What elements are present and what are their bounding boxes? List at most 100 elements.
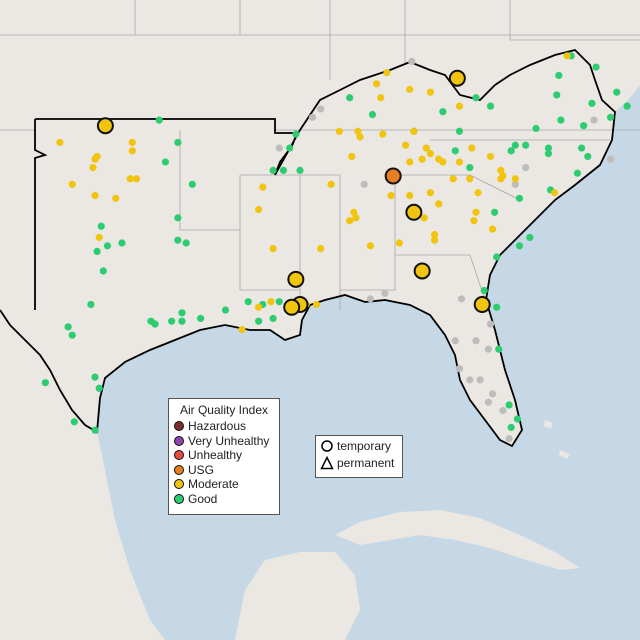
monitor-marker-good[interactable]	[244, 298, 252, 306]
temporary-monitor-moderate[interactable]	[473, 295, 491, 313]
temporary-monitor-moderate[interactable]	[448, 69, 466, 87]
monitor-marker-no-data[interactable]	[499, 407, 507, 415]
monitor-marker-moderate[interactable]	[486, 152, 495, 161]
monitor-marker-good[interactable]	[103, 242, 112, 250]
monitor-marker-good[interactable]	[197, 314, 205, 323]
monitor-marker-good[interactable]	[513, 415, 521, 423]
monitor-marker-moderate[interactable]	[354, 127, 362, 135]
monitor-marker-no-data[interactable]	[381, 289, 389, 297]
monitor-marker-good[interactable]	[606, 113, 615, 121]
monitor-marker-no-data[interactable]	[472, 337, 480, 345]
monitor-marker-good[interactable]	[296, 166, 304, 174]
monitor-marker-no-data[interactable]	[366, 295, 374, 303]
monitor-marker-moderate[interactable]	[430, 236, 439, 244]
monitor-marker-good[interactable]	[41, 379, 49, 387]
monitor-marker-moderate[interactable]	[511, 175, 519, 183]
monitor-marker-good[interactable]	[505, 401, 513, 409]
monitor-marker-no-data[interactable]	[476, 376, 484, 384]
monitor-marker-good[interactable]	[623, 102, 631, 110]
monitor-marker-moderate[interactable]	[472, 208, 480, 216]
monitor-marker-good[interactable]	[555, 71, 563, 80]
monitor-marker-no-data[interactable]	[484, 345, 493, 353]
temporary-monitor-moderate[interactable]	[413, 262, 431, 280]
monitor-marker-no-data[interactable]	[522, 163, 530, 172]
monitor-marker-moderate[interactable]	[312, 300, 321, 309]
monitor-marker-moderate[interactable]	[259, 183, 267, 191]
monitor-marker-moderate[interactable]	[488, 225, 497, 233]
monitor-marker-good[interactable]	[553, 91, 561, 99]
monitor-marker-moderate[interactable]	[132, 175, 141, 183]
monitor-marker-good[interactable]	[522, 141, 530, 149]
monitor-marker-moderate[interactable]	[352, 214, 360, 222]
monitor-marker-moderate[interactable]	[254, 205, 263, 214]
monitor-marker-good[interactable]	[70, 418, 78, 426]
monitor-marker-good[interactable]	[174, 236, 182, 244]
monitor-marker-moderate[interactable]	[56, 138, 64, 147]
monitor-marker-moderate[interactable]	[420, 214, 428, 222]
monitor-marker-good[interactable]	[269, 166, 277, 174]
temporary-monitor-moderate[interactable]	[287, 270, 305, 288]
monitor-marker-good[interactable]	[557, 116, 565, 124]
monitor-marker-good[interactable]	[592, 63, 600, 71]
monitor-marker-no-data[interactable]	[451, 337, 459, 345]
monitor-marker-good[interactable]	[577, 144, 586, 152]
monitor-marker-good[interactable]	[87, 300, 95, 309]
monitor-marker-no-data[interactable]	[360, 180, 368, 188]
temporary-monitor-moderate[interactable]	[283, 298, 301, 316]
monitor-marker-no-data[interactable]	[308, 113, 317, 121]
monitor-marker-moderate[interactable]	[346, 217, 354, 225]
monitor-marker-moderate[interactable]	[470, 217, 478, 225]
monitor-marker-moderate[interactable]	[93, 152, 101, 161]
monitor-marker-moderate[interactable]	[455, 102, 464, 110]
monitor-marker-moderate[interactable]	[128, 147, 136, 155]
monitor-marker-good[interactable]	[466, 163, 474, 172]
monitor-marker-good[interactable]	[346, 94, 354, 102]
monitor-marker-good[interactable]	[275, 298, 283, 306]
monitor-marker-good[interactable]	[178, 309, 186, 317]
temporary-monitor-usg[interactable]	[384, 167, 402, 185]
monitor-marker-good[interactable]	[507, 423, 515, 431]
monitor-marker-moderate[interactable]	[317, 245, 325, 253]
monitor-marker-good[interactable]	[269, 314, 277, 323]
monitor-marker-good[interactable]	[91, 373, 99, 381]
monitor-marker-moderate[interactable]	[128, 138, 136, 147]
monitor-marker-moderate[interactable]	[238, 326, 246, 334]
monitor-marker-moderate[interactable]	[379, 130, 387, 138]
monitor-marker-good[interactable]	[493, 253, 501, 261]
monitor-marker-moderate[interactable]	[327, 180, 335, 188]
monitor-marker-good[interactable]	[161, 158, 170, 166]
monitor-marker-good[interactable]	[515, 194, 524, 202]
monitor-marker-good[interactable]	[151, 320, 159, 328]
monitor-marker-no-data[interactable]	[511, 180, 519, 188]
monitor-marker-moderate[interactable]	[68, 180, 76, 188]
monitor-marker-good[interactable]	[286, 144, 294, 152]
monitor-marker-moderate[interactable]	[435, 200, 443, 208]
monitor-marker-no-data[interactable]	[488, 390, 497, 398]
monitor-marker-good[interactable]	[511, 141, 519, 149]
monitor-marker-good[interactable]	[526, 233, 534, 242]
monitor-marker-good[interactable]	[254, 317, 263, 325]
monitor-marker-good[interactable]	[168, 317, 176, 325]
monitor-marker-moderate[interactable]	[406, 191, 414, 200]
monitor-marker-moderate[interactable]	[89, 163, 97, 172]
monitor-marker-no-data[interactable]	[486, 320, 495, 328]
monitor-marker-good[interactable]	[532, 124, 540, 133]
monitor-marker-moderate[interactable]	[267, 298, 275, 306]
monitor-marker-moderate[interactable]	[348, 152, 356, 161]
monitor-marker-good[interactable]	[93, 247, 101, 255]
monitor-marker-good[interactable]	[95, 384, 103, 392]
monitor-marker-moderate[interactable]	[335, 127, 343, 135]
monitor-marker-no-data[interactable]	[606, 155, 615, 163]
monitor-marker-good[interactable]	[588, 99, 596, 107]
monitor-marker-good[interactable]	[155, 116, 163, 124]
monitor-marker-good[interactable]	[188, 180, 196, 188]
monitor-marker-moderate[interactable]	[426, 189, 435, 197]
monitor-marker-good[interactable]	[99, 267, 107, 275]
monitor-marker-good[interactable]	[178, 317, 186, 325]
monitor-marker-good[interactable]	[174, 138, 182, 147]
monitor-marker-good[interactable]	[584, 152, 592, 161]
monitor-marker-no-data[interactable]	[408, 57, 416, 66]
monitor-marker-moderate[interactable]	[418, 155, 426, 163]
monitor-marker-good[interactable]	[493, 303, 501, 311]
